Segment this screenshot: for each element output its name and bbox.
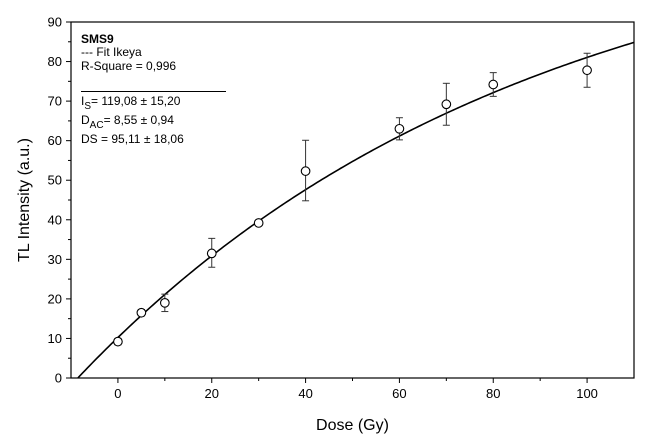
data-point bbox=[206, 237, 217, 268]
y-axis-title: TL Intensity (a.u.) bbox=[16, 138, 33, 262]
point-marker bbox=[394, 123, 405, 134]
x-tick-label: 100 bbox=[576, 386, 598, 401]
data-point bbox=[113, 336, 123, 347]
data-point bbox=[441, 82, 452, 126]
data-point bbox=[394, 117, 405, 141]
fit-curve-line bbox=[77, 41, 635, 379]
legend-line: DS = 95,11 ± 18,06 bbox=[81, 132, 184, 146]
x-tick-label: 60 bbox=[392, 386, 406, 401]
y-tick-label: 50 bbox=[48, 173, 62, 188]
y-tick-label: 0 bbox=[55, 371, 62, 386]
data-point bbox=[159, 293, 170, 313]
y-tick-label: 70 bbox=[48, 94, 62, 109]
point-marker bbox=[113, 336, 123, 347]
legend-line: --- Fit Ikeya bbox=[81, 45, 142, 59]
plot-border bbox=[70, 21, 635, 379]
x-tick-label: 40 bbox=[298, 386, 312, 401]
point-marker bbox=[441, 99, 452, 110]
y-tick-label: 20 bbox=[48, 291, 62, 306]
y-tick-label: 40 bbox=[48, 212, 62, 227]
data-points-layer bbox=[113, 52, 592, 347]
y-tick-label: 10 bbox=[48, 331, 62, 346]
x-axis-title: Dose (Gy) bbox=[316, 417, 389, 434]
point-marker bbox=[582, 65, 592, 76]
x-tick-label: 0 bbox=[114, 386, 121, 401]
fit-curve-layer bbox=[77, 41, 635, 379]
data-point bbox=[582, 52, 592, 88]
data-point bbox=[488, 72, 499, 97]
legend-line: IS= 119,08 ± 15,20 bbox=[81, 94, 181, 112]
legend-line: R-Square = 0,996 bbox=[81, 59, 176, 73]
y-tick-label: 30 bbox=[48, 252, 62, 267]
legend-line: SMS9 bbox=[81, 32, 114, 46]
y-tick-label: 60 bbox=[48, 133, 62, 148]
point-marker bbox=[253, 218, 264, 228]
point-marker bbox=[206, 248, 217, 259]
y-tick-label: 80 bbox=[48, 54, 62, 69]
point-marker bbox=[488, 79, 499, 90]
x-tick-label: 80 bbox=[486, 386, 500, 401]
point-marker bbox=[136, 307, 147, 318]
axis-ticks bbox=[66, 21, 588, 383]
point-marker bbox=[300, 166, 311, 176]
point-marker bbox=[159, 297, 170, 308]
data-point bbox=[136, 307, 147, 318]
legend-line: DAC= 8,55 ± 0,94 bbox=[81, 113, 174, 131]
tick-labels: 0 20 40 60 80 100 0 10 20 30 40 50 60 70 80 90 bbox=[48, 15, 598, 402]
data-point bbox=[300, 139, 311, 202]
y-tick-label: 90 bbox=[48, 15, 62, 30]
plot-frame bbox=[70, 21, 635, 379]
data-point bbox=[253, 218, 264, 228]
x-tick-label: 20 bbox=[205, 386, 219, 401]
